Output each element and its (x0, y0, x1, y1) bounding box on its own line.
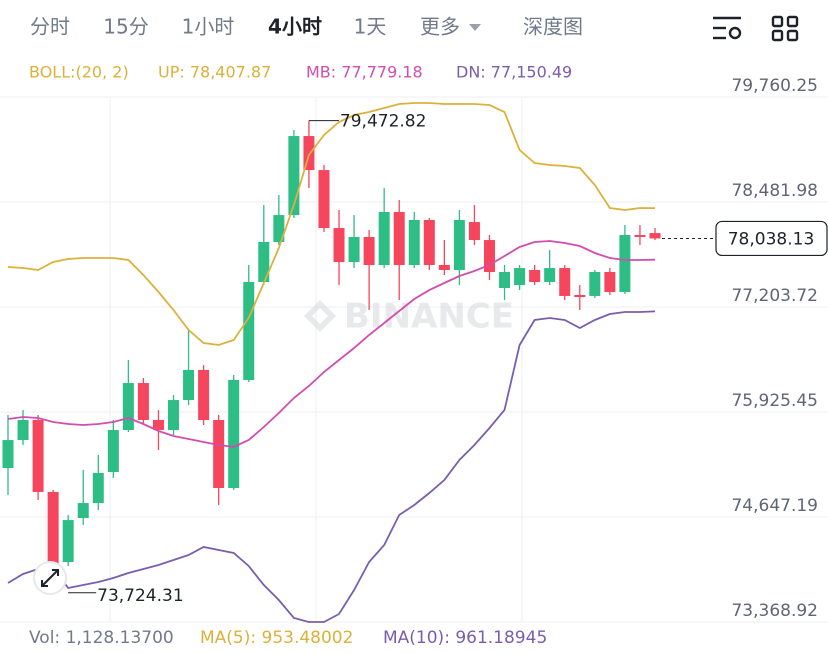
timeframe-tabs: 分时 15分 1小时 4小时 1天 更多 深度图 (30, 15, 583, 39)
candle-body (2, 440, 14, 469)
volume: Vol: 1,128.13700 (29, 628, 174, 648)
candle-body (47, 491, 59, 579)
candle-body (499, 271, 511, 289)
candle-body (333, 228, 345, 263)
candle-body (168, 400, 180, 431)
candle-body (318, 170, 330, 229)
candle-body (438, 265, 450, 271)
candle-body (213, 420, 225, 489)
last-price-box (715, 220, 828, 257)
legend-mb: MB: 77,779.18 (306, 63, 423, 82)
candle-body (468, 222, 480, 241)
boll-line (7, 102, 656, 346)
candle-body (423, 219, 435, 266)
grid: 79,760.25 78,481.98 77,203.72 75,925.45 74,6… (0, 76, 828, 623)
plot: 79,472.82 73,724.31 (2, 102, 716, 623)
candle-body (559, 268, 571, 296)
tab[interactable]: 深度图 (523, 15, 583, 39)
candle-body (378, 212, 390, 266)
boll-line (7, 310, 656, 623)
watermark-text: BINANCE (344, 297, 514, 337)
settings-icon[interactable] (713, 16, 742, 40)
candle-body (92, 472, 104, 504)
candle-body (363, 236, 375, 266)
candle-body (514, 268, 526, 286)
candle-body (483, 240, 495, 272)
candle-body (32, 420, 44, 492)
candle-body (453, 219, 465, 271)
y-tick-label: 74,647.19 (731, 496, 818, 516)
expand-icon[interactable] (33, 561, 67, 595)
candle-body (152, 420, 164, 431)
candle-body (243, 282, 255, 381)
candle-body (273, 215, 285, 243)
candle-body (649, 233, 661, 239)
vertical-grid (109, 97, 523, 622)
tab[interactable]: 4小时 (268, 15, 322, 39)
volume-ma10: MA(10): 961.18945 (383, 628, 547, 648)
watermark: BINANCE (304, 297, 514, 337)
y-tick-label: 73,368.92 (731, 601, 818, 621)
candle-body (198, 369, 210, 421)
volume-ma5: MA(5): 953.48002 (200, 628, 353, 648)
tab[interactable]: 1小时 (182, 15, 235, 39)
candle-body (288, 136, 300, 216)
candle-body (634, 235, 646, 237)
y-tick-label: 75,925.45 (731, 391, 818, 411)
candle-body (183, 369, 195, 401)
layout-icon[interactable] (771, 15, 799, 42)
candle-body (258, 242, 270, 283)
y-tick-label: 77,203.72 (731, 286, 818, 306)
candle-body (574, 294, 586, 298)
last-price-label: 78,038.13 (728, 229, 815, 249)
candle-body (122, 383, 134, 431)
candle-body (77, 503, 89, 519)
candle-body (529, 270, 541, 283)
candle-body (228, 380, 240, 489)
legend-up: UP: 78,407.87 (158, 63, 271, 82)
candle-body (62, 520, 74, 563)
legend-dn: DN: 77,150.49 (456, 63, 572, 82)
candle-body (544, 268, 556, 283)
candle-body (107, 430, 119, 473)
candle-body (348, 236, 360, 263)
tab[interactable]: 1天 (354, 15, 387, 39)
candle-body (604, 271, 616, 293)
low-label: 73,724.31 (97, 586, 184, 606)
candle-body (17, 420, 29, 441)
tab[interactable]: 更多 (420, 15, 460, 39)
high-label: 79,472.82 (340, 112, 427, 132)
candle-body (303, 136, 315, 171)
candle-body (408, 219, 420, 266)
dropdown-arrow[interactable] (469, 24, 481, 31)
tab[interactable]: 分时 (30, 15, 70, 39)
tab[interactable]: 15分 (103, 15, 148, 39)
y-tick-label: 79,760.25 (731, 76, 818, 96)
y-tick-label: 78,481.98 (731, 181, 818, 201)
boll-line (7, 240, 656, 448)
indicator-name: BOLL:(20, 2) (29, 63, 129, 82)
candle-body (137, 383, 149, 421)
candle-body (589, 271, 601, 296)
candle-body (619, 235, 631, 293)
candle-body (393, 212, 405, 266)
